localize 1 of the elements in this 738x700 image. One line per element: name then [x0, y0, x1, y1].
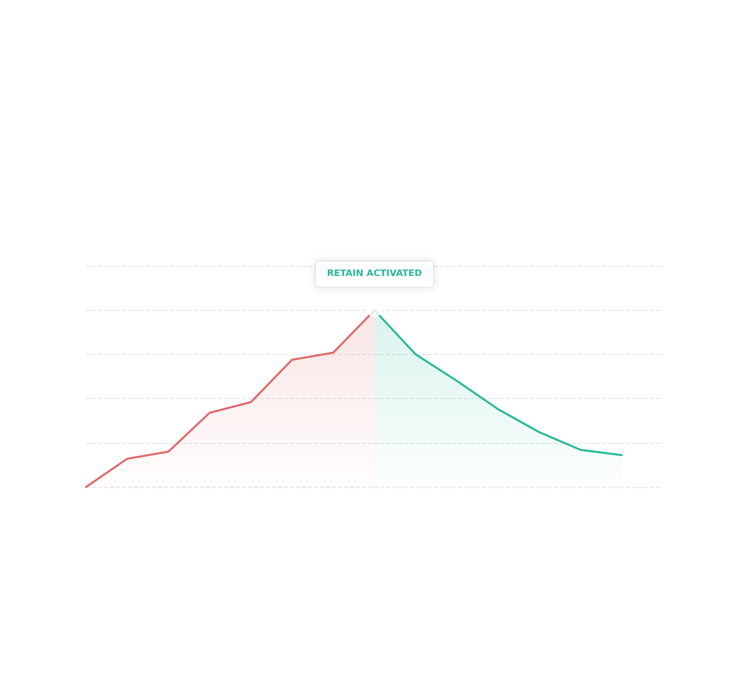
- text: RETAIN ACTIVATED: [327, 269, 422, 280]
